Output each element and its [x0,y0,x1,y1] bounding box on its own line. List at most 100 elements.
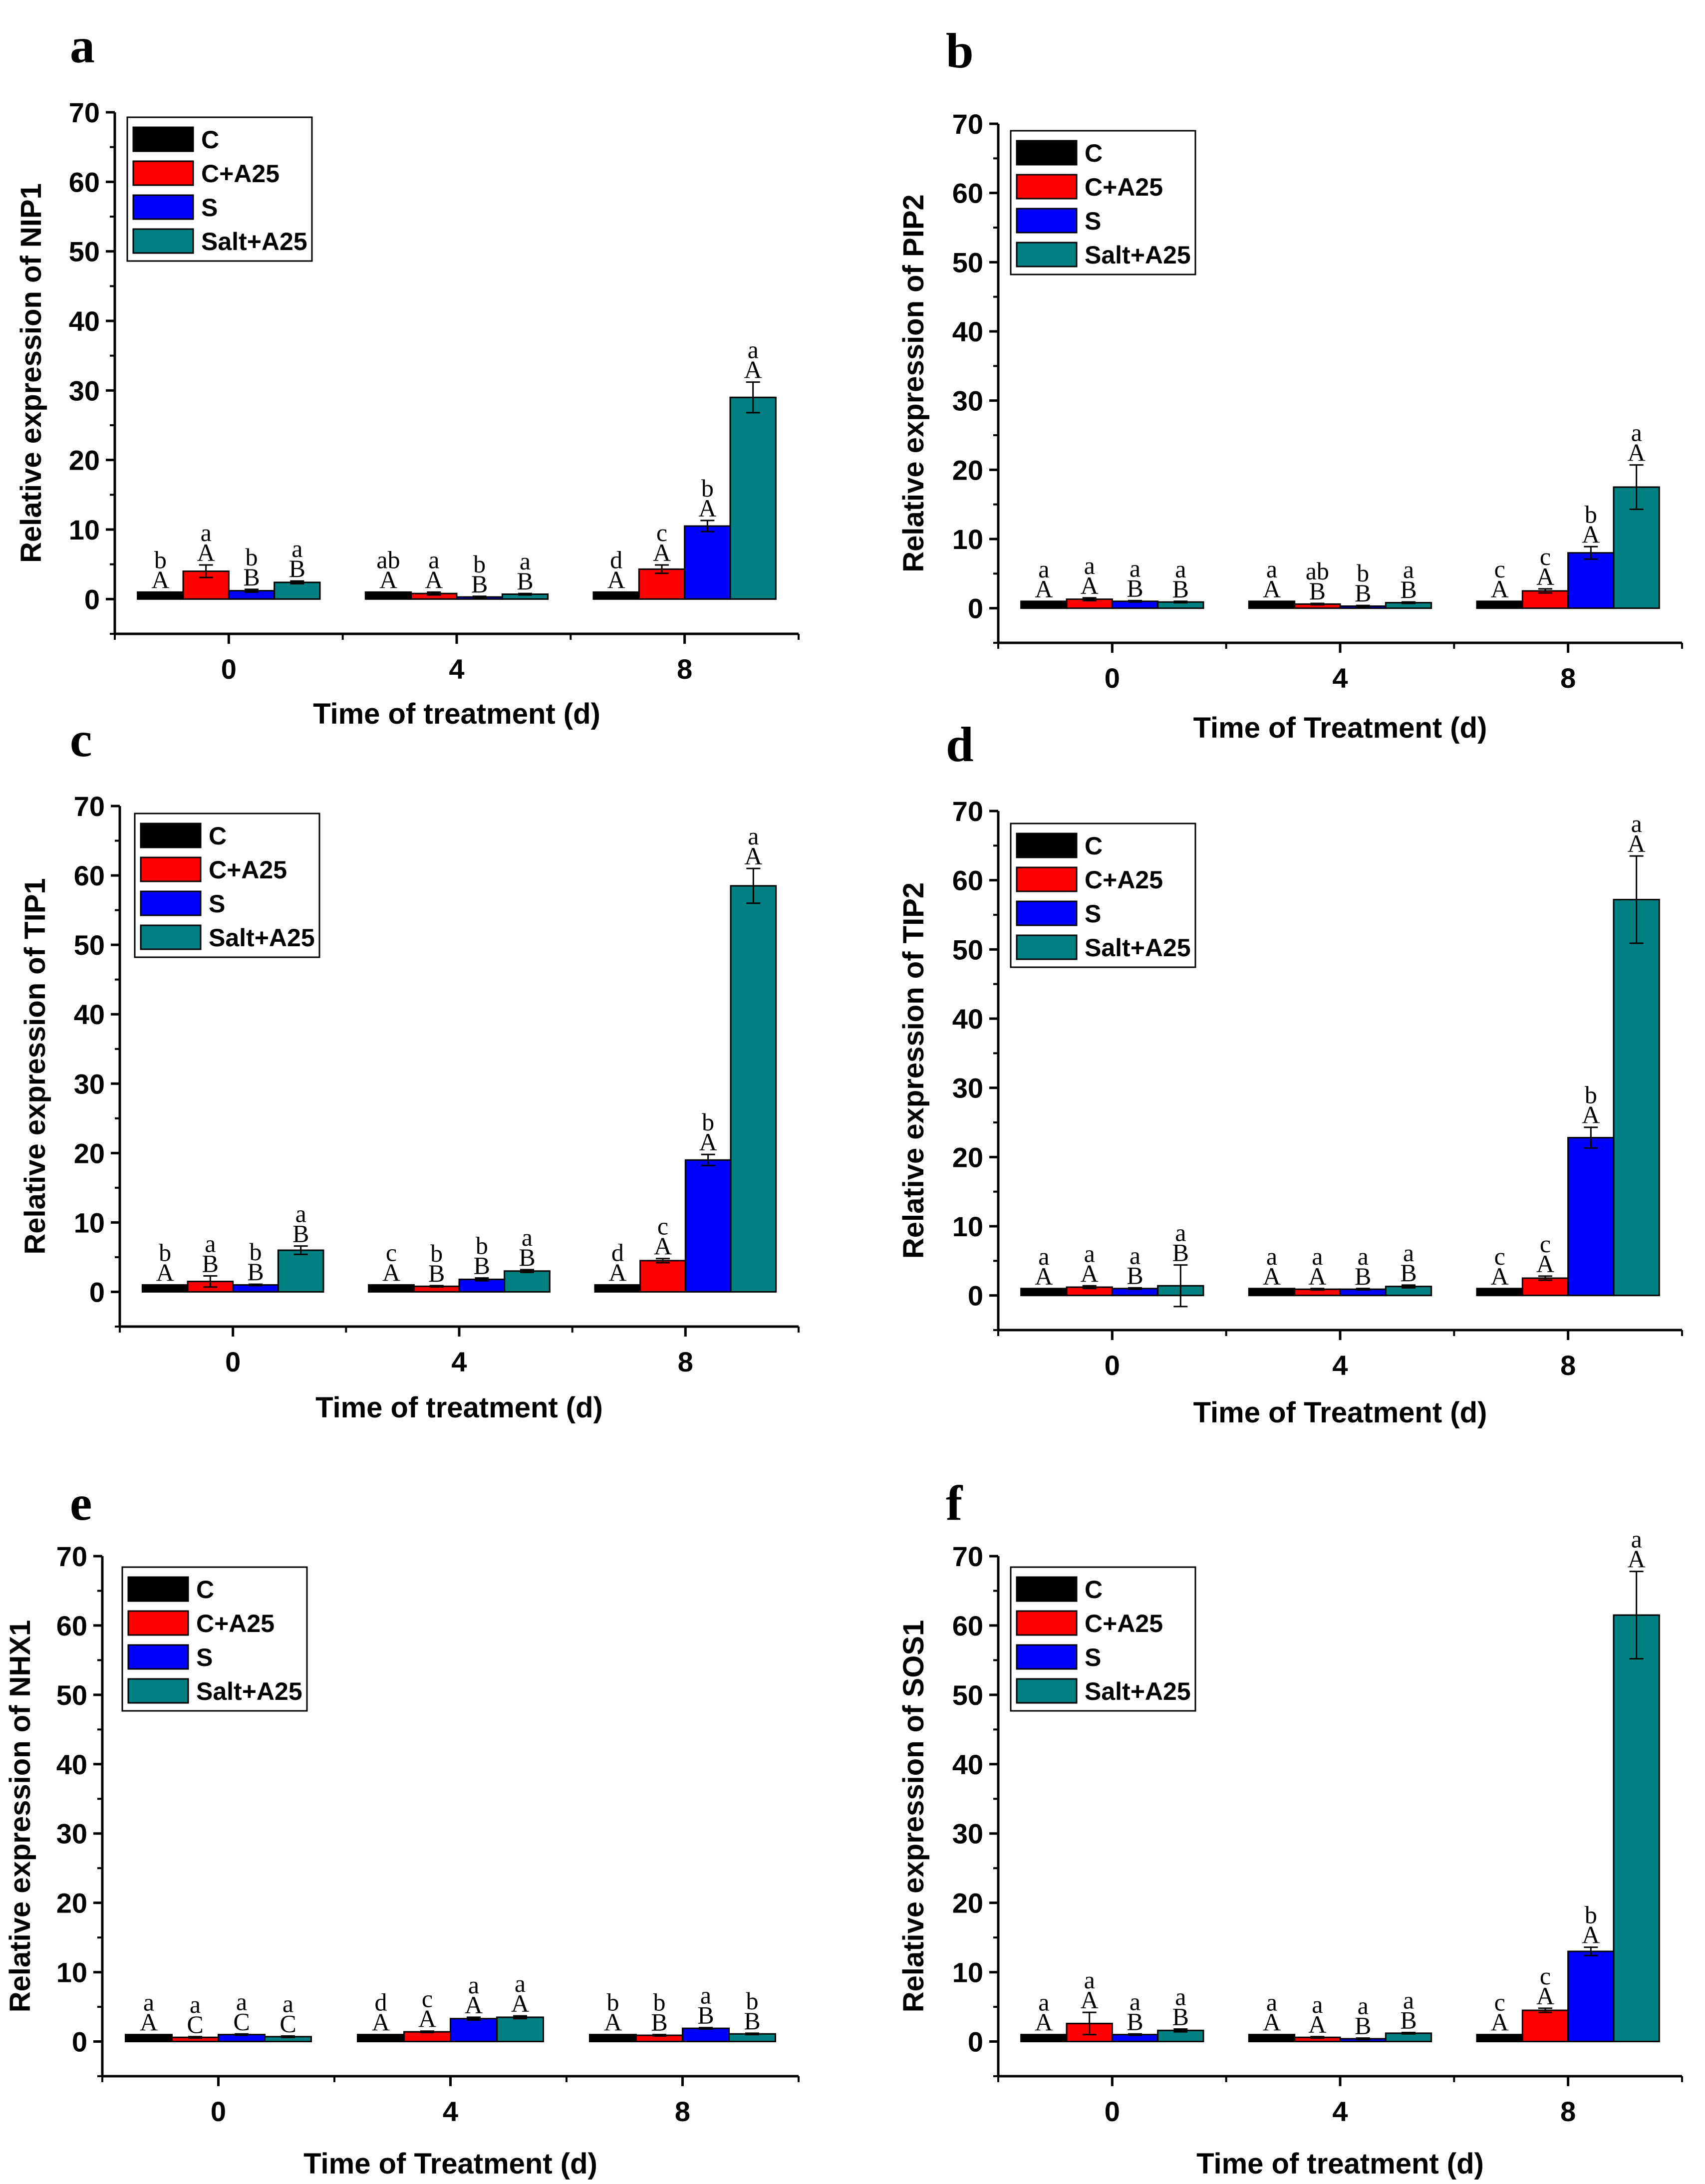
y-tick-label: 40 [952,1749,983,1780]
significance-letter-lower: a [1312,1242,1323,1270]
y-tick-label: 60 [952,178,983,209]
significance-letter-upper: B [697,2001,714,2029]
significance-letter-upper: A [1491,2008,1509,2036]
legend: C C+A25 S Salt+A25 [1010,822,1196,968]
significance-letter-lower: a [1403,1239,1414,1267]
y-tick-label: 20 [74,1137,105,1169]
bar [1567,1137,1615,1297]
legend-swatch [132,126,194,152]
y-axis-title: Relative expression of TIP2 [897,882,930,1259]
legend-label: C+A25 [1085,866,1163,894]
y-tick-label: 50 [74,929,105,961]
significance-letter-lower: c [1494,555,1505,583]
x-tick-label: 4 [1332,1350,1348,1381]
legend-label: C+A25 [201,160,280,188]
significance-letter-upper: A [372,2008,390,2036]
significance-letter-lower: d [611,1239,624,1267]
bar [1521,590,1569,609]
y-tick-label: 0 [89,1276,105,1308]
x-tick-label: 0 [1105,1350,1120,1381]
significance-letter-upper: A [382,1259,400,1287]
legend-label: Salt+A25 [1085,1677,1191,1705]
x-tick-label: 8 [1560,2096,1576,2127]
significance-letter-lower: a [428,546,439,573]
panel-letter: f [946,1475,963,1531]
significance-letter-lower: b [1585,1901,1597,1929]
significance-letter-upper: A [1628,439,1646,467]
x-tick-label: 8 [677,653,692,685]
significance-letter-upper: A [698,494,716,522]
significance-letter-lower: a [1312,1990,1323,2018]
significance-letter-lower: a [1175,555,1186,583]
significance-letter-lower: a [1403,555,1414,583]
significance-letter-upper: B [1400,2006,1417,2034]
y-tick-label: 0 [72,2026,87,2058]
x-tick-label: 8 [675,2096,690,2127]
bar [684,1159,732,1293]
significance-letter-lower: a [1084,1966,1095,1994]
significance-letter-lower: d [610,546,622,573]
legend-swatch [140,856,202,882]
significance-letter-upper: B [1355,1262,1371,1290]
significance-letter-lower: a [522,1223,533,1251]
y-tick-label: 0 [968,593,983,624]
significance-letter-upper: A [604,2008,622,2036]
bar [1613,1614,1660,2043]
significance-letter-upper: A [1491,1262,1509,1290]
y-tick-label: 30 [952,1073,983,1104]
significance-letter-upper: A [156,1259,174,1287]
panel-letter: c [70,712,92,767]
significance-letter-lower: b [653,1988,666,2016]
significance-letter-upper: A [1491,575,1509,603]
legend-label: C [209,822,227,850]
significance-letter-lower: b [430,1239,443,1267]
significance-letter-lower: a [205,1229,216,1257]
bar [684,525,731,600]
x-tick-label: 8 [1560,662,1576,694]
legend-swatch [1016,934,1078,960]
y-tick-label: 0 [968,1280,983,1312]
significance-letter-upper: C [187,2010,203,2038]
y-tick-label: 10 [952,1211,983,1242]
legend-swatch [1016,140,1078,166]
bar [1567,1950,1615,2043]
legend-swatch [1016,866,1078,892]
x-tick-label: 8 [1560,1350,1576,1381]
significance-letter-lower: c [1540,1230,1551,1258]
significance-letter-upper: A [653,539,671,566]
significance-letter-lower: c [1540,543,1551,570]
significance-letter-upper: A [379,565,397,593]
bar [450,2018,498,2043]
x-tick-label: 4 [1332,2096,1348,2127]
legend-swatch [132,194,194,220]
legend-swatch [1016,1610,1078,1636]
y-tick-label: 30 [952,1818,983,1850]
y-tick-label: 40 [74,999,105,1030]
significance-letter-lower: d [375,1988,387,2016]
significance-letter-lower: c [1494,1988,1505,2016]
significance-letter-lower: c [422,1985,433,2013]
y-axis-title: Relative expression of NHX1 [4,1620,36,2013]
significance-letter-lower: a [295,1200,306,1228]
x-tick-label: 4 [451,1346,467,1377]
significance-letter-upper: A [744,356,762,384]
y-tick-label: 10 [952,524,983,555]
panel-letter: b [946,23,974,78]
x-tick-label: 8 [678,1346,693,1377]
y-tick-label: 0 [968,2026,983,2058]
significance-letter-upper: B [1172,2003,1189,2031]
significance-letter-upper: A [608,1259,626,1287]
legend-swatch [127,1678,189,1704]
significance-letter-upper: B [744,2007,760,2035]
y-tick-label: 40 [69,305,100,337]
significance-letter-upper: A [1081,1259,1099,1287]
significance-letter-upper: A [425,565,443,593]
y-tick-label: 30 [952,385,983,417]
significance-letter-upper: A [197,539,215,566]
significance-letter-upper: B [1127,574,1143,602]
significance-letter-upper: B [292,1220,309,1248]
significance-letter-upper: B [1355,579,1371,607]
x-tick-label: 4 [443,2096,458,2127]
y-tick-label: 20 [952,454,983,486]
